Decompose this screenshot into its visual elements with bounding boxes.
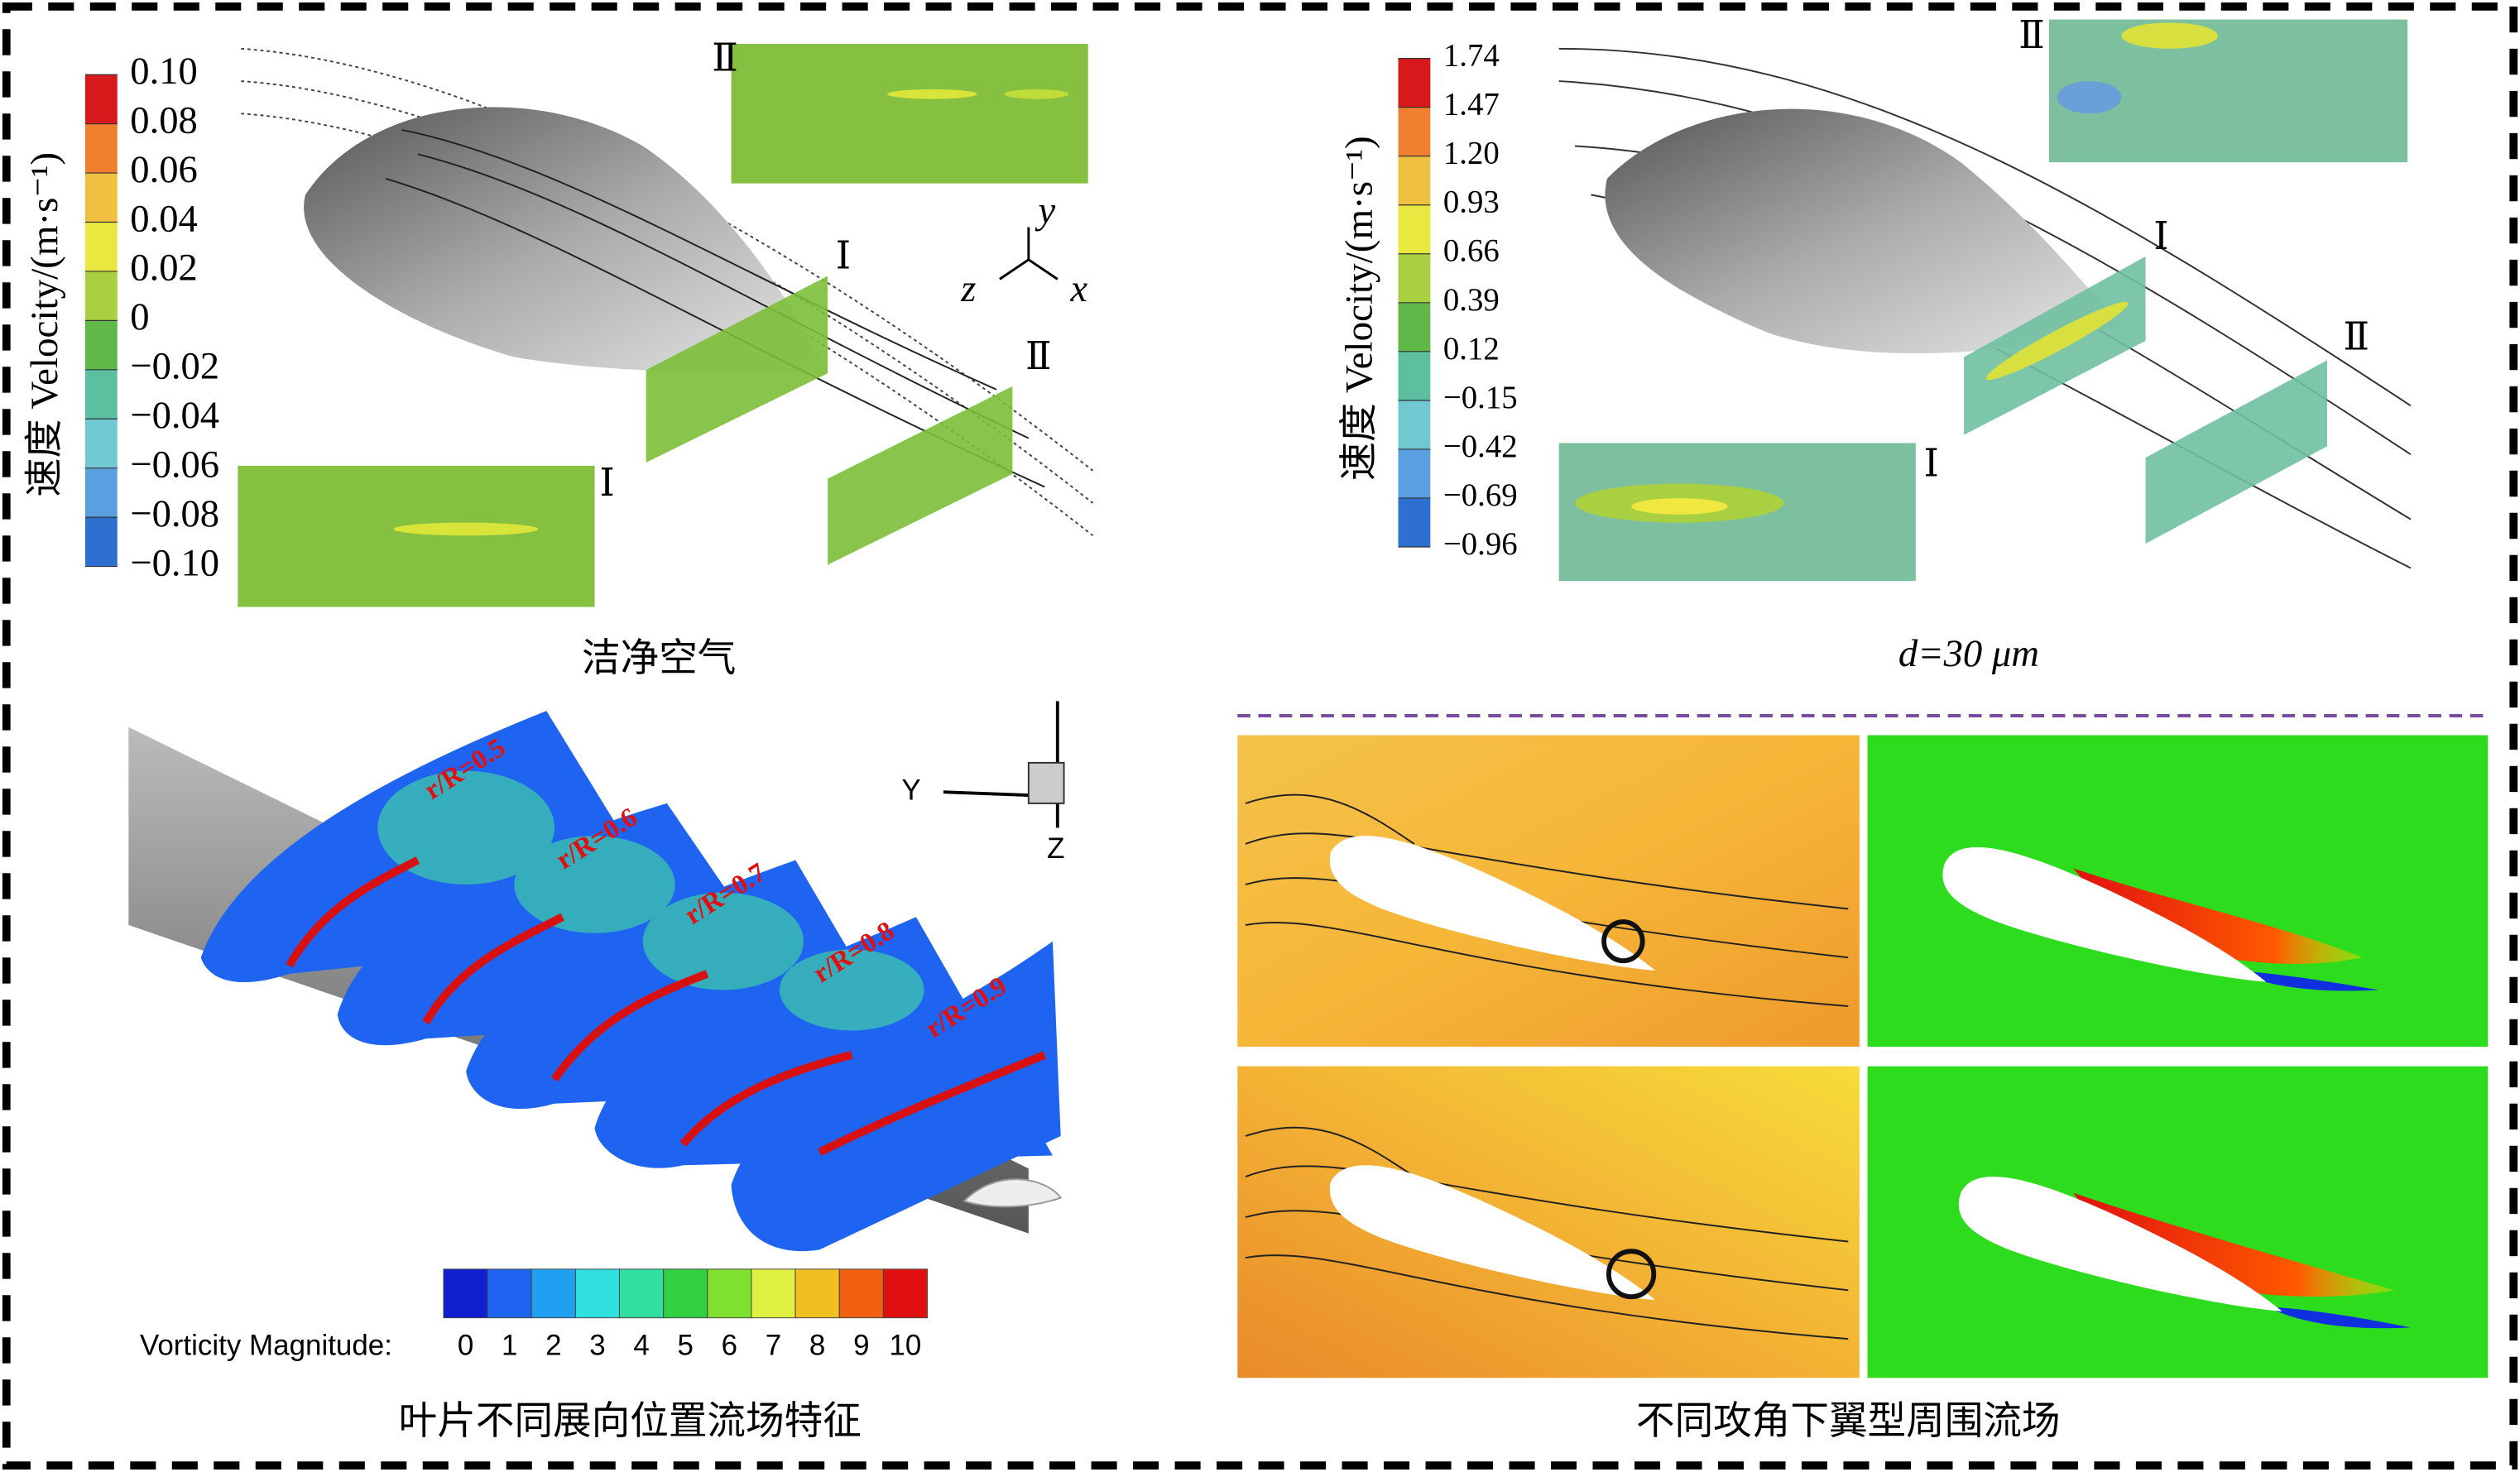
- colorbar-swatch: [619, 1268, 665, 1319]
- colorbar-title: Vorticity Magnitude:: [140, 1329, 392, 1361]
- colorbar-swatch: [838, 1268, 884, 1319]
- plane-label: Ⅱ: [2018, 14, 2045, 57]
- colorbar-swatch: [84, 222, 118, 271]
- colorbar-swatch: [487, 1268, 532, 1319]
- colorbar-label: −0.15: [1443, 380, 1518, 415]
- colorbar-label: 0.93: [1443, 185, 1500, 220]
- colorbar-label: 3: [589, 1329, 605, 1361]
- colorbar-label: 0: [458, 1329, 473, 1361]
- colorbar-label: −0.69: [1443, 477, 1518, 513]
- colorbar-label: −0.08: [130, 492, 219, 535]
- colorbar-swatch: [574, 1268, 621, 1319]
- colorbar-swatch: [1398, 497, 1431, 547]
- colorbar-label: 7: [766, 1329, 781, 1361]
- colorbar-title: 速度 Velocity/(m·s⁻¹): [23, 152, 66, 497]
- caption: 不同攻角下翼型周围流场: [1636, 1400, 2061, 1443]
- colorbar-label: −0.02: [130, 344, 219, 387]
- colorbar-swatch: [707, 1268, 752, 1319]
- colorbar-swatch: [1398, 58, 1431, 108]
- panel-airfoil-image: [1237, 735, 2489, 1379]
- colorbar-label: 2: [545, 1329, 561, 1361]
- colorbar-title: 速度 Velocity/(m·s⁻¹): [1338, 136, 1381, 481]
- colorbar-swatch: [1398, 351, 1431, 400]
- colorbar-label: 0: [130, 295, 149, 338]
- colorbar-label: 0.04: [130, 197, 198, 240]
- colorbar-label: −0.96: [1443, 526, 1518, 562]
- colorbar-label: 0.02: [130, 247, 198, 290]
- colorbar-label: 0.66: [1443, 233, 1500, 269]
- colorbar-label: 9: [853, 1329, 869, 1361]
- axis-label: z: [960, 267, 976, 310]
- caption: d=30 μm: [1898, 632, 2039, 675]
- colorbar-swatch: [84, 419, 118, 468]
- caption: 洁净空气: [582, 637, 736, 680]
- colorbar-swatch: [1398, 253, 1431, 303]
- colorbar-label: 0.06: [130, 148, 198, 191]
- colorbar-swatch: [84, 173, 118, 223]
- axis-label: Z: [1047, 832, 1064, 865]
- colorbar-swatch: [1398, 204, 1431, 254]
- panel-droplet-image: [1558, 19, 2412, 582]
- plane-label: Ⅱ: [1025, 335, 1052, 378]
- colorbar-label: 4: [633, 1329, 649, 1361]
- caption: 叶片不同展向位置流场特征: [399, 1400, 862, 1443]
- plane-label: Ⅰ: [836, 234, 851, 277]
- colorbar-swatch: [84, 271, 118, 321]
- colorbar-label: 1.74: [1443, 37, 1500, 73]
- colorbar-swatch: [1398, 107, 1431, 156]
- plane-label: Ⅰ: [599, 462, 614, 505]
- colorbar-label: 10: [890, 1329, 922, 1361]
- colorbar-label: 5: [678, 1329, 694, 1361]
- colorbar-swatch: [1398, 302, 1431, 352]
- colorbar-label: 1: [502, 1329, 517, 1361]
- colorbar-swatch: [84, 517, 118, 567]
- axis-label: y: [1035, 189, 1056, 233]
- panel-blade-sections-image: [128, 701, 1065, 1252]
- colorbar-swatch: [882, 1268, 928, 1319]
- colorbar-swatch: [84, 467, 118, 518]
- plane-label: Ⅰ: [1924, 442, 1939, 485]
- colorbar-swatch: [84, 123, 118, 174]
- colorbar-label: 6: [722, 1329, 737, 1361]
- colorbar-swatch: [1398, 156, 1431, 205]
- colorbar-swatch: [1398, 400, 1431, 449]
- colorbar-swatch: [443, 1268, 488, 1319]
- colorbar-swatch: [751, 1268, 796, 1319]
- colorbar-label: −0.42: [1443, 429, 1518, 464]
- colorbar-swatch: [530, 1268, 576, 1319]
- axis-label: x: [1069, 267, 1087, 310]
- axis-label: Y: [901, 774, 920, 806]
- plane-label: Ⅱ: [712, 36, 738, 79]
- colorbar-swatch: [663, 1268, 708, 1319]
- colorbar-swatch: [84, 320, 118, 370]
- colorbar-label: 0.12: [1443, 331, 1500, 367]
- colorbar-label: −0.10: [130, 541, 219, 584]
- colorbar-label: 8: [809, 1329, 825, 1361]
- panel-clean-air-image: [238, 43, 1094, 607]
- colorbar-label: 1.20: [1443, 136, 1500, 171]
- colorbar-label: 1.47: [1443, 86, 1500, 122]
- colorbar-label: 0.10: [130, 50, 198, 93]
- plane-label: Ⅱ: [2343, 315, 2369, 358]
- colorbar-label: −0.06: [130, 443, 219, 486]
- colorbar-swatch: [84, 74, 118, 124]
- colorbar-swatch: [84, 369, 118, 420]
- colorbar-label: 0.39: [1443, 282, 1500, 318]
- colorbar-swatch: [1398, 448, 1431, 498]
- colorbar-label: −0.04: [130, 394, 219, 437]
- plane-label: Ⅰ: [2153, 215, 2168, 258]
- colorbar-swatch: [794, 1268, 840, 1319]
- colorbar-label: 0.08: [130, 98, 198, 141]
